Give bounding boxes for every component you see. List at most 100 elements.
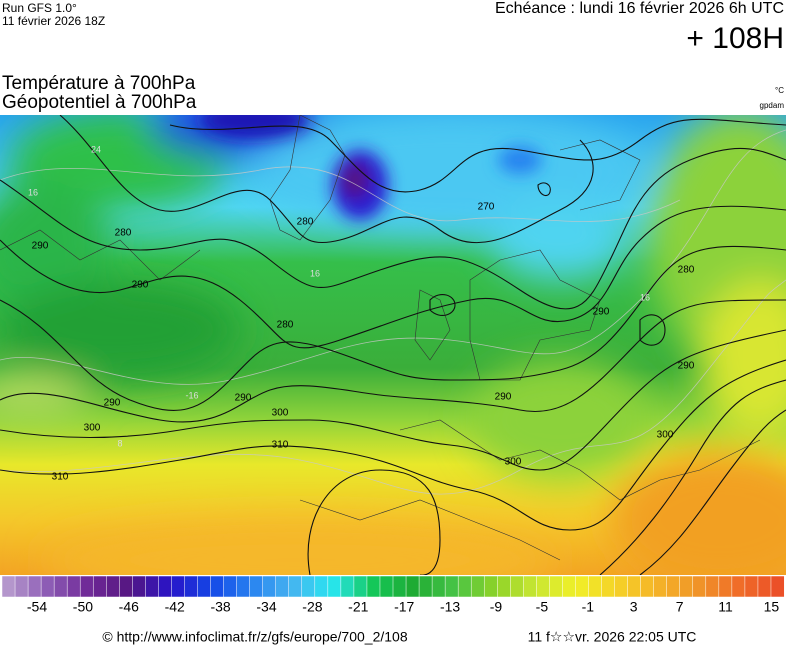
temp-label: 16 [28, 187, 38, 197]
color-swatch [757, 575, 772, 598]
contour-label: 270 [478, 202, 495, 213]
unit-geo: gpdam [760, 101, 785, 110]
legend-tick-label: -21 [348, 599, 368, 615]
legend-tick-label: 3 [630, 599, 638, 615]
temp-label: 8 [117, 438, 122, 448]
contour-label: 290 [32, 241, 49, 252]
color-swatch [470, 575, 485, 598]
legend-tick-label: -28 [302, 599, 322, 615]
color-swatch [353, 575, 368, 598]
color-swatch [744, 575, 759, 598]
color-swatch [444, 575, 459, 598]
geopotential-contours [0, 115, 786, 575]
title-geo: Géopotentiel à 700hPa [2, 92, 197, 113]
color-swatch [483, 575, 498, 598]
coastlines [0, 115, 761, 561]
color-swatch [288, 575, 303, 598]
color-swatch [536, 575, 550, 598]
color-swatch [653, 575, 668, 598]
contour-label: 290 [678, 361, 695, 372]
color-swatch [627, 575, 642, 598]
color-swatch [379, 575, 394, 598]
contour-label: 290 [104, 398, 121, 409]
legend-tick-label: -42 [165, 599, 185, 615]
run-label: Run GFS 1.0° [2, 1, 77, 15]
temp-label: 24 [91, 144, 101, 154]
temp-label: -16 [185, 390, 198, 400]
color-swatch [249, 575, 264, 598]
color-swatch [301, 575, 316, 598]
temp-label: 16 [640, 292, 650, 302]
title-temp: Température à 700hPa [2, 73, 196, 94]
legend-tick-label: -46 [119, 599, 139, 615]
color-swatch [262, 575, 277, 598]
color-swatch [27, 575, 42, 598]
contour-labels: 290 280 270 280 290 280 290 290 300 310 … [28, 144, 695, 482]
contour-label: 300 [84, 423, 101, 434]
temp-label: 16 [310, 268, 320, 278]
color-swatch [601, 575, 616, 598]
color-swatch [497, 575, 511, 598]
map: 290 280 270 280 290 280 290 290 300 310 … [0, 115, 786, 575]
valid-time: Echéance : lundi 16 février 2026 6h UTC [495, 0, 784, 17]
color-swatch [366, 575, 381, 598]
color-swatch [731, 575, 746, 598]
color-swatch [53, 575, 68, 598]
color-swatch [314, 575, 329, 598]
contour-label: 280 [297, 217, 314, 228]
color-swatch [575, 575, 590, 598]
color-swatch [588, 575, 603, 598]
legend-tick-label: -50 [73, 599, 93, 615]
legend-tick-label: 15 [764, 599, 780, 615]
legend-tick-label: 11 [718, 599, 733, 615]
legend-tick-label: -9 [490, 599, 503, 615]
color-swatch [523, 575, 537, 598]
color-swatch [106, 575, 120, 598]
color-swatch [327, 575, 342, 598]
color-swatch [119, 575, 133, 598]
unit-temp: °C [775, 86, 784, 95]
color-swatch [66, 575, 81, 598]
color-swatch [275, 575, 290, 598]
contour-label: 290 [235, 393, 252, 404]
color-swatch [614, 575, 629, 598]
lead-time: + 108H [686, 22, 784, 55]
cold-core [200, 115, 542, 220]
color-swatch [679, 575, 694, 598]
contour-label: 300 [505, 457, 522, 468]
contour-label: 280 [277, 320, 294, 331]
legend-tick-label: -38 [210, 599, 230, 615]
color-swatch [510, 575, 524, 598]
color-swatch [14, 575, 29, 598]
color-swatch [718, 575, 733, 598]
legend-tick-label: 7 [676, 599, 684, 615]
color-swatch [340, 575, 355, 598]
footer-url: © http://www.infoclimat.fr/z/gfs/europe/… [102, 629, 407, 645]
contour-label: 310 [272, 440, 289, 451]
contour-label: 300 [657, 430, 674, 441]
color-swatch [92, 575, 107, 598]
color-swatch [145, 575, 159, 598]
color-swatch [132, 575, 146, 598]
color-swatch [1, 575, 16, 598]
legend-tick-label: -13 [440, 599, 460, 615]
color-swatch [640, 575, 655, 598]
color-swatch [549, 575, 563, 598]
color-swatch [418, 575, 433, 598]
legend-tick-label: -5 [536, 599, 549, 615]
color-swatch [457, 575, 472, 598]
color-swatch [770, 575, 785, 598]
color-swatch [40, 575, 55, 598]
footer-stamp: 11 f☆☆vr. 2026 22:05 UTC [528, 629, 697, 645]
legend-tick-label: -34 [256, 599, 276, 615]
legend-tick-label: -54 [27, 599, 47, 615]
legend-tick-label: -17 [394, 599, 414, 615]
contour-label: 280 [115, 228, 132, 239]
color-swatch [666, 575, 681, 598]
contour-label: 290 [132, 280, 149, 291]
isotherms [0, 129, 786, 495]
color-swatch [184, 575, 199, 598]
color-swatch [171, 575, 186, 598]
